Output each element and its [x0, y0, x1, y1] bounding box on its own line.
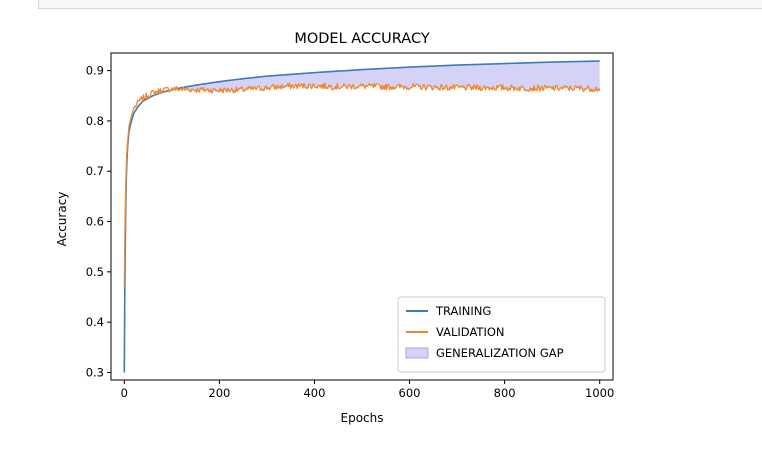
x-axis-label: Epochs	[341, 411, 384, 425]
y-tick-label: 0.7	[86, 164, 104, 178]
training-line	[123, 60, 600, 373]
chart-title: MODEL ACCURACY	[294, 31, 429, 47]
y-tick-label: 0.5	[86, 265, 104, 279]
x-tick-label: 1000	[585, 386, 614, 400]
y-axis-label: Accuracy	[55, 192, 69, 247]
legend-validation-label: VALIDATION	[436, 325, 505, 339]
y-tick-label: 0.3	[86, 365, 104, 379]
x-tick-label: 0	[121, 386, 128, 400]
y-tick-label: 0.6	[86, 215, 104, 229]
generalization-gap-area	[171, 61, 600, 94]
x-tick-label: 600	[399, 386, 421, 400]
validation-line	[123, 82, 601, 287]
y-tick-label: 0.8	[86, 114, 104, 128]
legend-generalization-gap-swatch	[405, 347, 429, 359]
x-tick-label: 800	[494, 386, 516, 400]
legend: TRAINING VALIDATION GENERALIZATION GAP	[397, 296, 606, 373]
y-tick-label: 0.9	[86, 64, 104, 78]
plot-area	[123, 60, 601, 373]
legend-box	[397, 296, 606, 373]
legend-generalization-gap-label: GENERALIZATION GAP	[436, 346, 564, 360]
legend-training-label: TRAINING	[435, 304, 491, 318]
axes: 0 200 400 600 800 1000 0.3 0.4 0.5 0.6 0.7 0.8 0.9	[86, 52, 614, 400]
previous-output-cell	[38, 0, 762, 9]
x-tick-label: 200	[208, 386, 230, 400]
x-tick-label: 400	[303, 386, 325, 400]
plot-frame	[110, 52, 614, 381]
y-tick-label: 0.4	[86, 315, 104, 329]
